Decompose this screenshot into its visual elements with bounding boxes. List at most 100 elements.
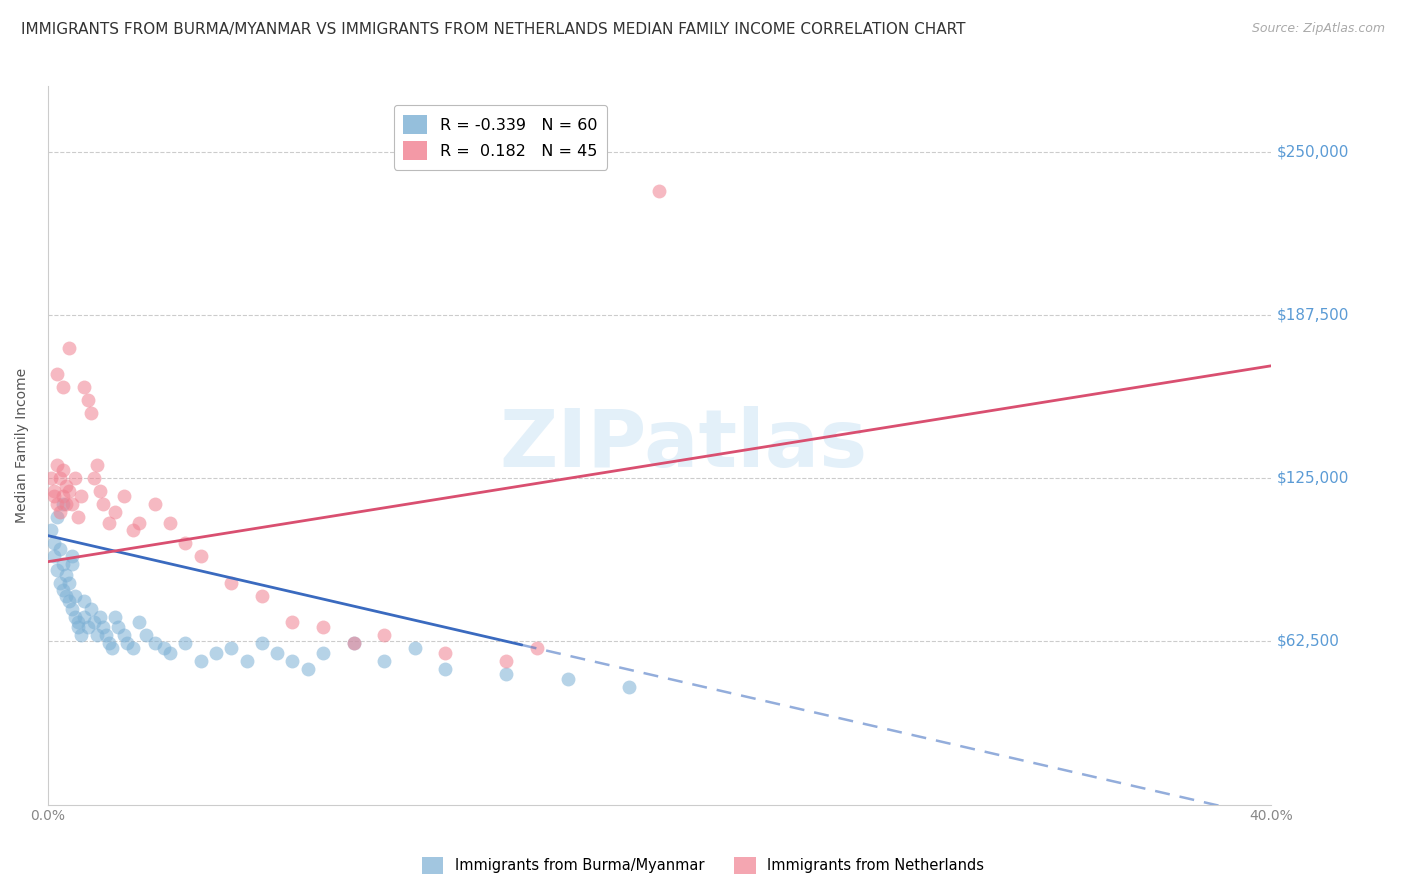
Point bbox=[190, 654, 212, 668]
Point bbox=[143, 497, 166, 511]
Point bbox=[60, 549, 83, 564]
Point bbox=[297, 662, 319, 676]
Point bbox=[434, 662, 457, 676]
Text: IMMIGRANTS FROM BURMA/MYANMAR VS IMMIGRANTS FROM NETHERLANDS MEDIAN FAMILY INCOM: IMMIGRANTS FROM BURMA/MYANMAR VS IMMIGRA… bbox=[21, 22, 966, 37]
Point bbox=[73, 594, 96, 608]
Point bbox=[65, 471, 87, 485]
Point bbox=[104, 505, 127, 519]
Point bbox=[205, 646, 228, 660]
Point bbox=[342, 635, 364, 649]
Text: $125,000: $125,000 bbox=[1277, 471, 1350, 485]
Point bbox=[79, 406, 101, 420]
Point bbox=[122, 640, 145, 655]
Point bbox=[76, 392, 98, 407]
Point bbox=[42, 536, 65, 550]
Point bbox=[73, 609, 96, 624]
Point bbox=[52, 497, 75, 511]
Point bbox=[86, 628, 108, 642]
Y-axis label: Median Family Income: Median Family Income bbox=[15, 368, 30, 523]
Point bbox=[89, 609, 111, 624]
Point bbox=[281, 615, 304, 629]
Point bbox=[52, 380, 75, 394]
Text: $62,500: $62,500 bbox=[1277, 634, 1340, 648]
Point bbox=[159, 646, 181, 660]
Point bbox=[39, 471, 62, 485]
Point bbox=[159, 516, 181, 530]
Point bbox=[250, 635, 273, 649]
Point bbox=[101, 640, 124, 655]
Point bbox=[104, 609, 127, 624]
Point bbox=[89, 484, 111, 499]
Point bbox=[404, 640, 426, 655]
Point bbox=[67, 620, 90, 634]
Point bbox=[91, 497, 114, 511]
Point bbox=[312, 646, 335, 660]
Point bbox=[45, 563, 67, 577]
Text: $250,000: $250,000 bbox=[1277, 145, 1350, 159]
Point bbox=[174, 635, 197, 649]
Point bbox=[91, 620, 114, 634]
Point bbox=[86, 458, 108, 472]
Text: $187,500: $187,500 bbox=[1277, 308, 1350, 322]
Point bbox=[342, 635, 364, 649]
Point bbox=[55, 497, 77, 511]
Point bbox=[60, 558, 83, 572]
Point bbox=[312, 620, 335, 634]
Point bbox=[112, 490, 135, 504]
Point bbox=[117, 635, 139, 649]
Point bbox=[617, 680, 640, 694]
Point bbox=[83, 471, 105, 485]
Point bbox=[55, 589, 77, 603]
Point bbox=[42, 490, 65, 504]
Point bbox=[219, 575, 242, 590]
Legend: R = -0.339   N = 60, R =  0.182   N = 45: R = -0.339 N = 60, R = 0.182 N = 45 bbox=[394, 105, 607, 169]
Point bbox=[42, 484, 65, 499]
Point bbox=[60, 601, 83, 615]
Point bbox=[128, 615, 150, 629]
Point bbox=[250, 589, 273, 603]
Point bbox=[58, 594, 80, 608]
Legend: Immigrants from Burma/Myanmar, Immigrants from Netherlands: Immigrants from Burma/Myanmar, Immigrant… bbox=[416, 851, 990, 880]
Point bbox=[60, 497, 83, 511]
Point bbox=[70, 490, 93, 504]
Point bbox=[143, 635, 166, 649]
Point bbox=[45, 458, 67, 472]
Point bbox=[65, 589, 87, 603]
Point bbox=[235, 654, 257, 668]
Point bbox=[219, 640, 242, 655]
Point bbox=[153, 640, 176, 655]
Point bbox=[45, 367, 67, 381]
Point bbox=[70, 628, 93, 642]
Point bbox=[49, 541, 72, 556]
Point bbox=[67, 615, 90, 629]
Point bbox=[67, 510, 90, 524]
Point bbox=[495, 654, 517, 668]
Point bbox=[94, 628, 117, 642]
Point bbox=[648, 184, 671, 198]
Point bbox=[55, 567, 77, 582]
Point bbox=[45, 510, 67, 524]
Point bbox=[42, 549, 65, 564]
Point bbox=[52, 558, 75, 572]
Point bbox=[128, 516, 150, 530]
Point bbox=[65, 609, 87, 624]
Point bbox=[190, 549, 212, 564]
Point bbox=[97, 635, 120, 649]
Point bbox=[107, 620, 129, 634]
Point bbox=[557, 672, 579, 686]
Point bbox=[135, 628, 157, 642]
Point bbox=[112, 628, 135, 642]
Point bbox=[58, 575, 80, 590]
Point bbox=[49, 471, 72, 485]
Point bbox=[55, 479, 77, 493]
Point bbox=[49, 575, 72, 590]
Point bbox=[122, 524, 145, 538]
Point bbox=[58, 484, 80, 499]
Point bbox=[45, 497, 67, 511]
Point bbox=[373, 654, 395, 668]
Point bbox=[49, 505, 72, 519]
Point bbox=[495, 667, 517, 681]
Point bbox=[434, 646, 457, 660]
Point bbox=[526, 640, 548, 655]
Point bbox=[266, 646, 288, 660]
